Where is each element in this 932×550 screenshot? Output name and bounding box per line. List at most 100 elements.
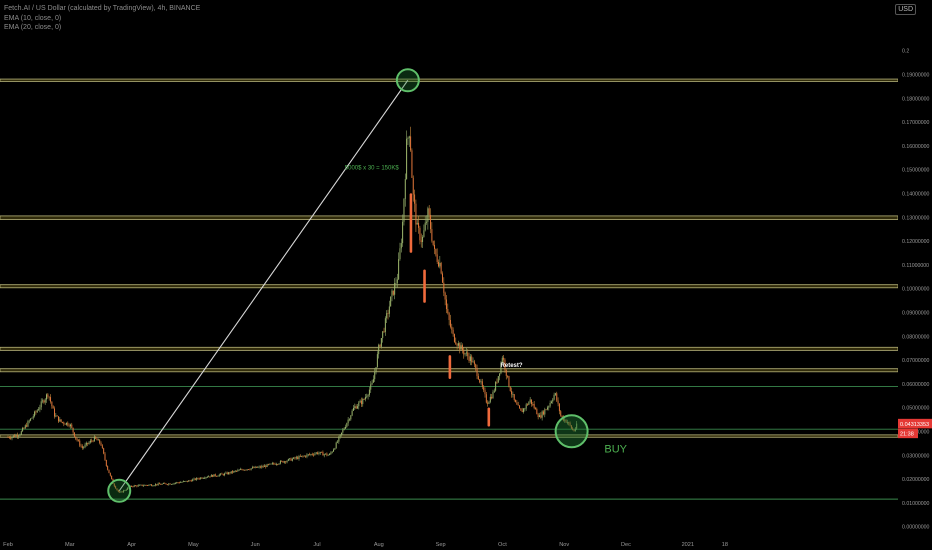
price-tick-label: 0.10000000	[902, 287, 930, 293]
candle-body	[404, 179, 406, 199]
trend-line[interactable]	[118, 79, 409, 492]
candle-body	[463, 350, 465, 355]
candle-body	[395, 282, 397, 284]
candle-body	[50, 397, 52, 402]
candle-body	[172, 483, 174, 485]
candle-body	[531, 399, 533, 405]
candle-body	[182, 481, 184, 483]
candle-body	[375, 367, 377, 372]
candle-body	[165, 483, 167, 485]
candle-body	[411, 150, 413, 178]
candle-body	[83, 447, 85, 448]
candle-body	[468, 356, 470, 362]
candle-body	[109, 473, 111, 476]
candle-body	[245, 469, 247, 471]
candle-body	[344, 426, 346, 429]
highlight-circle[interactable]	[554, 414, 589, 449]
candle-body	[189, 480, 191, 482]
candle-body	[135, 485, 137, 487]
candle-body	[517, 404, 519, 406]
annotation-text: 5000$ x 30 = 150K$	[345, 166, 400, 172]
candle-body	[293, 457, 295, 459]
candle-body	[319, 451, 321, 454]
price-tick-label: 0.01000000	[902, 501, 930, 507]
candle-body	[513, 394, 515, 401]
candle-body	[43, 400, 45, 403]
highlight-circle[interactable]	[395, 68, 420, 93]
candle-body	[281, 460, 283, 462]
candle-body	[166, 484, 168, 486]
candle-body	[48, 396, 50, 398]
price-tick-label: 0.15000000	[902, 168, 930, 174]
level-band[interactable]	[0, 346, 899, 351]
candle-body	[326, 453, 328, 456]
candle-body	[107, 466, 109, 470]
candle-body	[508, 376, 510, 387]
candle-body	[544, 409, 546, 415]
candle-body	[181, 481, 183, 483]
candle-body	[334, 448, 336, 450]
candle-body	[229, 472, 231, 474]
level-band[interactable]	[0, 78, 899, 82]
candle-body	[545, 409, 547, 411]
price-tick-label: 0.05000000	[902, 406, 930, 412]
level-band[interactable]	[0, 215, 899, 220]
candle-body	[321, 451, 323, 453]
candle-body	[481, 381, 483, 388]
candle-body	[139, 484, 141, 486]
candle-body	[295, 457, 297, 459]
candle-body	[131, 486, 133, 487]
candle-body	[32, 416, 34, 418]
candle-body	[436, 254, 438, 262]
candle-body	[509, 386, 511, 392]
candle-body	[39, 407, 41, 410]
price-tick-label: 0.03000000	[902, 453, 930, 459]
candle-body	[390, 296, 392, 307]
highlight-circle[interactable]	[107, 478, 132, 503]
candle-body	[210, 474, 212, 477]
candle-body	[157, 483, 159, 486]
candle-body	[177, 482, 179, 484]
candle-body	[536, 408, 538, 415]
candle-body	[221, 473, 223, 475]
candle-body	[42, 400, 44, 402]
level-band[interactable]	[0, 434, 899, 438]
candle-body	[108, 469, 110, 474]
candle-body	[22, 428, 24, 432]
candle-body	[560, 411, 562, 416]
candle-body	[527, 404, 529, 406]
candle-body	[119, 491, 121, 493]
candle-body	[423, 269, 426, 303]
candle-body	[153, 485, 155, 487]
candle-body	[335, 442, 337, 449]
candle-body	[198, 478, 200, 480]
candle-body	[224, 473, 226, 476]
candle-body	[516, 402, 518, 405]
candle-body	[149, 484, 151, 486]
candle-body	[28, 420, 30, 422]
candle-body	[449, 319, 451, 327]
candle-body	[570, 425, 572, 429]
candle-body	[534, 408, 536, 410]
candle-body	[521, 410, 523, 413]
price-tick-label: 0.00000000	[902, 525, 930, 531]
candle-body	[346, 423, 348, 427]
ema-20-label[interactable]: EMA (20, close, 0)	[4, 24, 62, 31]
candle-body	[464, 353, 466, 355]
level-band[interactable]	[0, 284, 899, 289]
candle-body	[44, 399, 46, 403]
annotations: 5000$ x 30 = 150K$ Retest? BUY	[345, 166, 628, 456]
current-price-marker[interactable]	[898, 418, 932, 429]
candle-body	[253, 467, 255, 469]
ema-10-label[interactable]: EMA (10, close, 0)	[4, 14, 62, 22]
annotation-text: Retest?	[501, 363, 523, 369]
candle-body	[148, 484, 150, 486]
candle-body	[350, 415, 352, 420]
candle-body	[117, 489, 119, 492]
currency-badge[interactable]: USD	[895, 4, 916, 15]
candle-body	[440, 262, 442, 274]
candle-body	[40, 401, 42, 408]
candle-body	[298, 456, 300, 459]
candle-body	[419, 227, 421, 241]
